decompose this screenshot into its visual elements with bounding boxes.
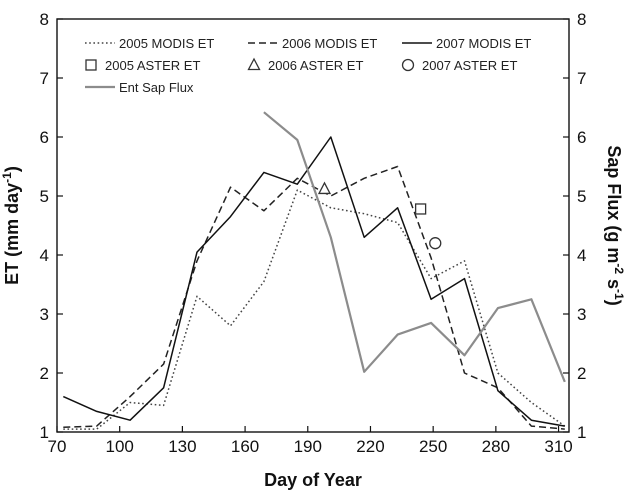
ticks-layer: 70 100 130 160 190 220 250 280 310 1 2 3 4 5 6 7 8 1 2 3 4 5 6… bbox=[40, 10, 587, 456]
series-line-ent-sap-flux bbox=[263, 111, 566, 383]
y-left-tick-label: 8 bbox=[40, 10, 49, 29]
point-2007-aster-et bbox=[429, 237, 442, 250]
x-tick-label: 70 bbox=[48, 437, 67, 456]
x-tick-label: 100 bbox=[106, 437, 134, 456]
y-left-tick-label: 5 bbox=[40, 187, 49, 206]
legend-marker bbox=[247, 57, 261, 71]
x-tick-label: 190 bbox=[294, 437, 322, 456]
legend-label: 2005 MODIS ET bbox=[119, 36, 214, 51]
x-tick-label: 280 bbox=[482, 437, 510, 456]
series-line-2006-modis-et bbox=[63, 165, 565, 430]
y-left-title-main: ET (mm day bbox=[2, 183, 22, 285]
y-right-title-close: ) bbox=[604, 300, 624, 306]
y-left-tick-label: 3 bbox=[40, 305, 49, 324]
y-right-tick-label: 6 bbox=[577, 128, 586, 147]
legend: 2005 MODIS ET 2006 MODIS ET 2007 MODIS ET 2… bbox=[85, 36, 531, 95]
legend-item-2007-aster-et: 2007 ASTER ET bbox=[401, 58, 517, 73]
y-left-title-close: ) bbox=[2, 166, 22, 172]
legend-label: Ent Sap Flux bbox=[119, 80, 194, 95]
y-right-tick-label: 4 bbox=[577, 246, 586, 265]
y-right-title-mid: s bbox=[604, 274, 624, 289]
y-right-title-sup1: -2 bbox=[612, 263, 626, 274]
y-axis-left-title: ET (mm day-1) bbox=[0, 166, 22, 285]
y-right-tick-label: 2 bbox=[577, 364, 586, 383]
legend-label: 2005 ASTER ET bbox=[105, 58, 200, 73]
plot-frame bbox=[56, 18, 570, 433]
x-tick-label: 130 bbox=[168, 437, 196, 456]
x-tick-label: 220 bbox=[356, 437, 384, 456]
legend-label: 2007 ASTER ET bbox=[422, 58, 517, 73]
legend-item-2005-aster-et: 2005 ASTER ET bbox=[85, 58, 200, 73]
y-left-tick-label: 4 bbox=[40, 246, 49, 265]
y-left-tick-label: 7 bbox=[40, 69, 49, 88]
legend-label: 2007 MODIS ET bbox=[436, 36, 531, 51]
y-right-tick-label: 5 bbox=[577, 187, 586, 206]
x-axis-title: Day of Year bbox=[264, 470, 362, 490]
series-layer bbox=[62, 111, 566, 430]
y-left-title-sup: -1 bbox=[0, 172, 14, 183]
point-2006-aster-et bbox=[317, 181, 332, 195]
legend-item-2007-modis-et: 2007 MODIS ET bbox=[402, 36, 531, 51]
legend-label: 2006 ASTER ET bbox=[268, 58, 363, 73]
y-left-tick-label: 1 bbox=[40, 423, 49, 442]
x-tick-label: 160 bbox=[231, 437, 259, 456]
x-tick-label: 310 bbox=[544, 437, 572, 456]
y-left-tick-label: 6 bbox=[40, 128, 49, 147]
x-tick-label: 250 bbox=[419, 437, 447, 456]
series-line-2007-modis-et bbox=[62, 136, 565, 427]
legend-label: 2006 MODIS ET bbox=[282, 36, 377, 51]
legend-item-ent-sap-flux: Ent Sap Flux bbox=[85, 80, 194, 95]
legend-marker bbox=[401, 58, 415, 72]
y-axis-right-title: Sap Flux (g m-2 s-1) bbox=[604, 145, 626, 305]
point-2005-aster-et bbox=[414, 203, 427, 215]
series-line-2005-modis-et bbox=[63, 189, 566, 430]
y-right-tick-label: 3 bbox=[577, 305, 586, 324]
y-right-title-sup2: -1 bbox=[612, 289, 626, 300]
y-right-tick-label: 7 bbox=[577, 69, 586, 88]
legend-item-2005-modis-et: 2005 MODIS ET bbox=[85, 36, 214, 51]
legend-marker bbox=[85, 59, 97, 71]
y-right-tick-label: 1 bbox=[577, 423, 586, 442]
y-right-tick-label: 8 bbox=[577, 10, 586, 29]
aster-points-layer bbox=[317, 181, 442, 250]
legend-item-2006-modis-et: 2006 MODIS ET bbox=[248, 36, 377, 51]
y-left-tick-label: 2 bbox=[40, 364, 49, 383]
legend-item-2006-aster-et: 2006 ASTER ET bbox=[247, 57, 363, 73]
y-right-title-main: Sap Flux (g m bbox=[604, 145, 624, 263]
